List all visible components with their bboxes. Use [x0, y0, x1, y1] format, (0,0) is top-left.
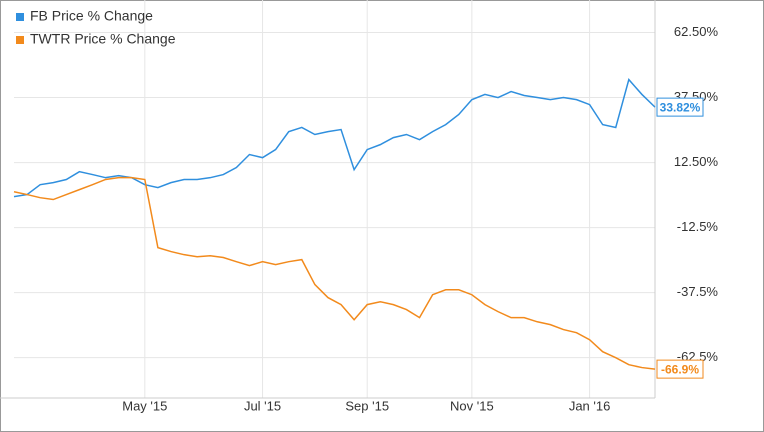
series-line	[13, 176, 656, 370]
series-line	[13, 78, 656, 198]
y-tick-label: 12.50%	[674, 154, 719, 169]
y-tick-label: -12.5%	[677, 219, 719, 234]
end-label: -66.9%	[661, 362, 699, 376]
y-tick-label: -37.5%	[677, 284, 719, 299]
x-tick-label: Sep '15	[345, 398, 389, 413]
x-tick-label: Jan '16	[569, 398, 611, 413]
y-tick-label: 62.50%	[674, 24, 719, 39]
end-label: 33.82%	[660, 100, 701, 114]
legend-label: TWTR Price % Change	[30, 31, 176, 47]
end-label-box	[656, 97, 704, 117]
x-tick-label: May '15	[122, 398, 167, 413]
legend-label: FB Price % Change	[30, 8, 153, 24]
x-tick-label: Nov '15	[450, 398, 494, 413]
end-label-box	[656, 359, 704, 379]
legend-swatch	[16, 36, 24, 44]
x-tick-label: Jul '15	[244, 398, 281, 413]
legend-swatch	[16, 13, 24, 21]
